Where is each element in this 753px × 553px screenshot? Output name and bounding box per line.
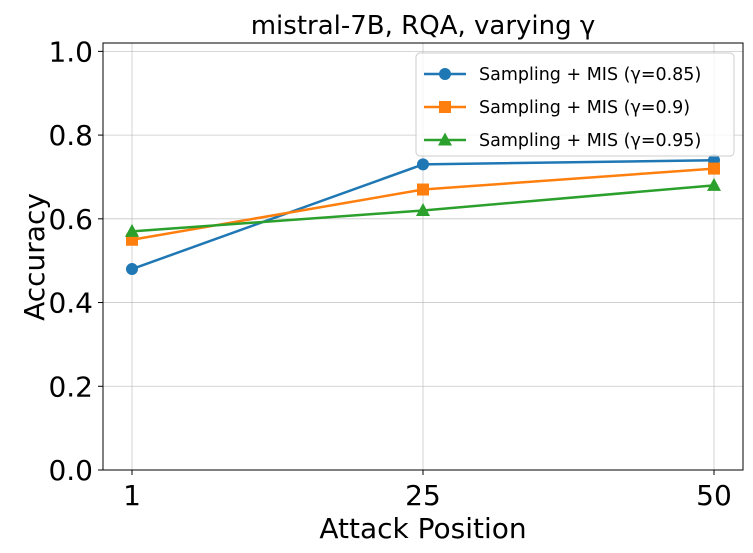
legend-marker (439, 68, 451, 80)
legend: Sampling + MIS (γ=0.85) Sampling + MIS (γ… (415, 52, 735, 157)
x-tick-label: 50 (696, 479, 732, 512)
legend-label: Sampling + MIS (γ=0.9) (479, 98, 690, 118)
y-axis-label: Accuracy (18, 193, 51, 321)
legend-entry: Sampling + MIS (γ=0.85) (424, 65, 701, 85)
legend-marker (439, 101, 451, 113)
data-point (417, 158, 429, 171)
data-point (417, 183, 429, 196)
data-point (126, 263, 138, 276)
x-axis-label: Attack Position (319, 512, 526, 545)
y-tick-label: 0.6 (48, 203, 93, 236)
x-tick-label: 25 (405, 479, 441, 512)
series-3 (125, 177, 721, 237)
y-tick-label: 0.4 (48, 287, 93, 320)
series-2 (126, 162, 720, 246)
y-tick-label: 0.8 (48, 119, 93, 152)
series-group (125, 154, 721, 276)
axis-ticks: 1 25 50 0.0 0.2 0.4 0.6 0.8 1.0 (48, 35, 731, 512)
chart-title: mistral-7B, RQA, varying γ (251, 11, 596, 41)
data-point (416, 202, 430, 216)
legend-box (415, 52, 735, 157)
legend-marker (438, 132, 452, 146)
legend-entry: Sampling + MIS (γ=0.95) (424, 131, 701, 151)
y-tick-label: 0.0 (48, 454, 93, 487)
x-tick-label: 1 (123, 479, 141, 512)
y-tick-label: 1.0 (48, 35, 93, 68)
y-tick-label: 0.2 (48, 370, 93, 403)
data-point (125, 223, 139, 237)
data-point (708, 162, 720, 175)
data-point (707, 177, 721, 191)
legend-label: Sampling + MIS (γ=0.95) (479, 131, 701, 151)
legend-entry: Sampling + MIS (γ=0.9) (424, 98, 690, 118)
legend-label: Sampling + MIS (γ=0.85) (479, 65, 701, 85)
